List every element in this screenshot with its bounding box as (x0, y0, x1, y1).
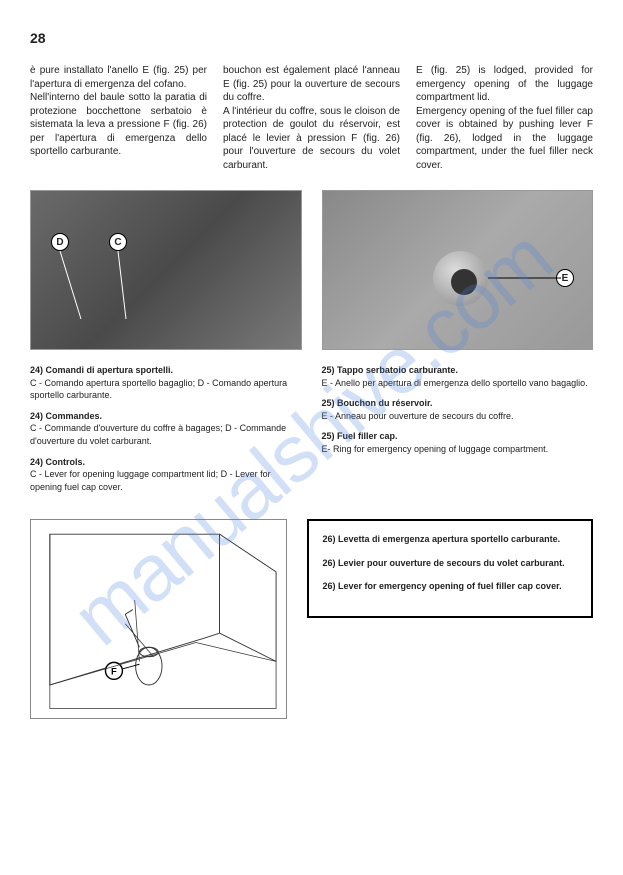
caption-right: 25) Tappo serbatoio carburante. E - Anel… (322, 364, 594, 501)
caption-title: 24) Commandes. (30, 411, 102, 421)
caption-body: E - Anneau pour ouverture de secours du … (322, 411, 514, 421)
column-english: E (fig. 25) is lodged, provided for emer… (416, 64, 593, 172)
caption-title: 25) Fuel filler cap. (322, 431, 398, 441)
paragraph: Emergency opening of the fuel filler cap… (416, 105, 593, 173)
page-number: 28 (30, 30, 593, 46)
captions-row: 24) Comandi di apertura sportelli. C - C… (30, 364, 593, 501)
column-italian: è pure installato l'anello E (fig. 25) p… (30, 64, 207, 172)
figure-25: E (322, 190, 594, 350)
callout-lines (323, 191, 593, 349)
caption-title: 25) Tappo serbatoio carburante. (322, 365, 458, 375)
box-item: 26) Lever for emergency opening of fuel … (323, 581, 562, 591)
paragraph: è pure installato l'anello E (fig. 25) p… (30, 64, 207, 91)
caption-body: E - Anello per apertura di emergenza del… (322, 378, 588, 388)
caption-body: C - Comando apertura sportello bagaglio;… (30, 378, 287, 401)
top-text-columns: è pure installato l'anello E (fig. 25) p… (30, 64, 593, 172)
box-item: 26) Levier pour ouverture de secours du … (323, 558, 565, 568)
caption-body: E- Ring for emergency opening of luggage… (322, 444, 549, 454)
paragraph: Nell'interno del baule sotto la paratia … (30, 91, 207, 159)
paragraph: E (fig. 25) is lodged, provided for emer… (416, 64, 593, 105)
paragraph: A l'intérieur du coffre, sous le cloison… (223, 105, 400, 173)
caption-left: 24) Comandi di apertura sportelli. C - C… (30, 364, 302, 501)
figure-24: D C (30, 190, 302, 350)
paragraph: bouchon est également placé l'anneau E (… (223, 64, 400, 105)
bottom-row: F 26) Levetta di emergenza apertura spor… (30, 519, 593, 719)
figure-row: D C E (30, 190, 593, 350)
callout-lines (31, 191, 301, 349)
caption-body: C - Commande d'ouverture du coffre à bag… (30, 423, 286, 446)
caption-box-26: 26) Levetta di emergenza apertura sporte… (307, 519, 594, 618)
caption-title: 25) Bouchon du réservoir. (322, 398, 433, 408)
caption-body: C - Lever for opening luggage compartmen… (30, 469, 271, 492)
figure-26: F (30, 519, 287, 719)
diagram-svg: F (31, 520, 286, 718)
caption-title: 24) Comandi di apertura sportelli. (30, 365, 173, 375)
box-item: 26) Levetta di emergenza apertura sporte… (323, 534, 561, 544)
caption-title: 24) Controls. (30, 457, 85, 467)
column-french: bouchon est également placé l'anneau E (… (223, 64, 400, 172)
